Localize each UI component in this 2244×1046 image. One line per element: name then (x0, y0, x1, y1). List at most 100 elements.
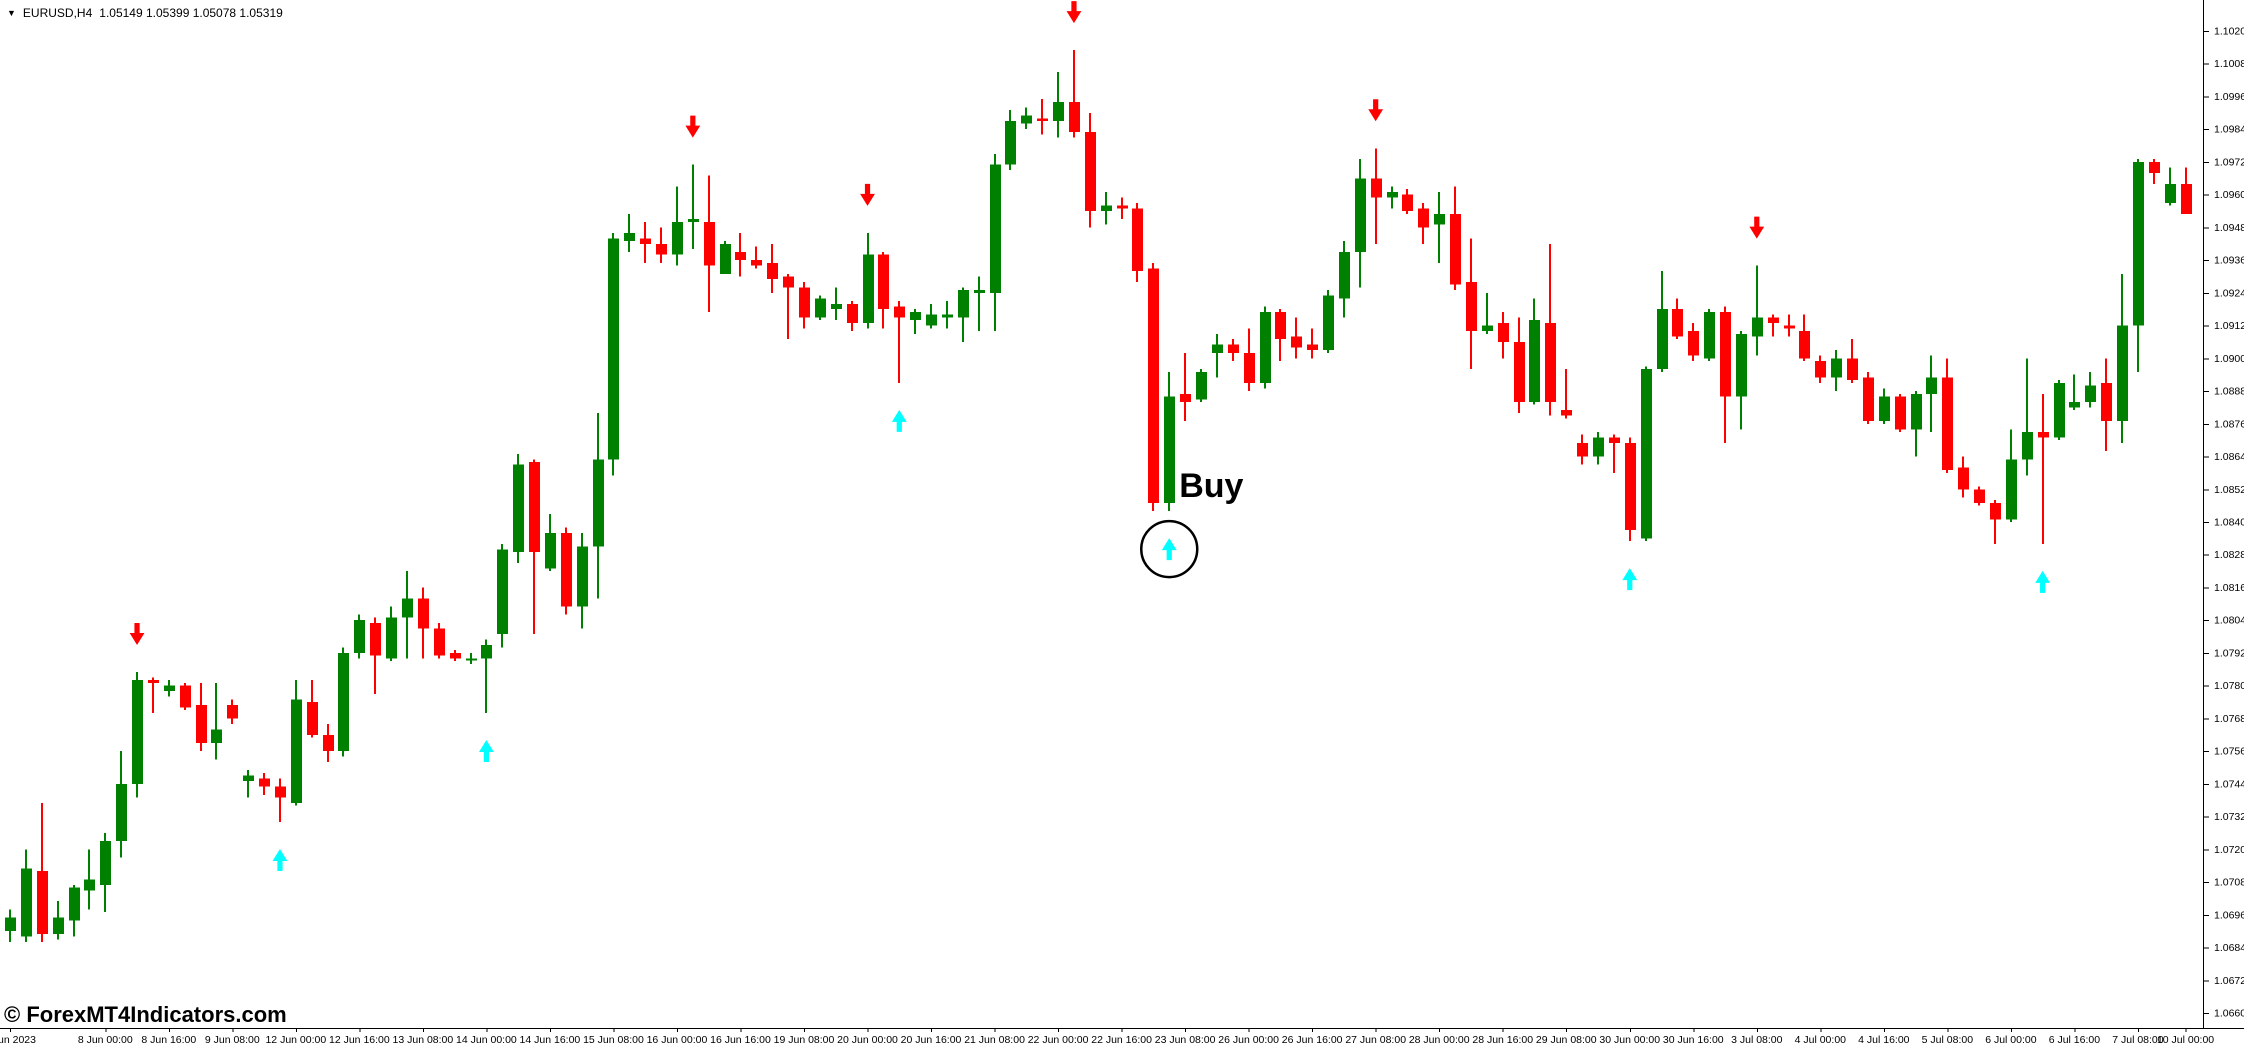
price-tick-label: 1.08160 (2214, 582, 2244, 594)
candle-wick (1756, 265, 1758, 356)
candle-body (227, 704, 238, 719)
price-tick-label: 1.07800 (2214, 680, 2244, 692)
candle-body (831, 303, 842, 310)
candle-body (1768, 317, 1779, 323)
candle-body (2117, 325, 2128, 422)
ohlc-readout: 1.05149 1.05399 1.05078 1.05319 (99, 6, 283, 20)
candle-body (2149, 161, 2160, 173)
candle-body (2085, 385, 2096, 402)
buy-signal-up-arrow-icon (479, 739, 494, 762)
price-tick-label: 1.06600 (2214, 1008, 2244, 1020)
candle-wick (1994, 500, 1996, 544)
candle-body (2006, 459, 2017, 520)
candle-body (450, 652, 461, 659)
candle-wick (485, 639, 487, 713)
candle-body (21, 868, 32, 937)
candle-body (84, 879, 95, 891)
price-tick-label: 1.09120 (2214, 320, 2244, 332)
candle-body (735, 251, 746, 261)
sell-signal-down-arrow-icon (685, 115, 701, 138)
candle-body (1561, 410, 1572, 416)
candle-body (2101, 382, 2112, 422)
candle-wick (1613, 434, 1615, 473)
candle-body (1514, 341, 1525, 402)
price-tick-label: 1.09000 (2214, 353, 2244, 365)
price-tick-label: 1.09240 (2214, 287, 2244, 299)
candle-body (291, 699, 302, 803)
candle-body (1005, 121, 1016, 165)
candle-body (2181, 183, 2192, 214)
candle-body (688, 219, 699, 222)
candle-body (720, 243, 731, 274)
candle-body (1228, 344, 1239, 353)
candle-body (1148, 268, 1159, 503)
candle-body (2165, 183, 2176, 203)
price-tick-label: 1.07200 (2214, 844, 2244, 856)
sell-signal-down-arrow-icon (1749, 216, 1765, 239)
candle-body (1799, 331, 1810, 359)
candle-body (1736, 333, 1747, 397)
candle-wick (978, 276, 980, 332)
candle-wick (1565, 369, 1567, 419)
candle-body (148, 680, 159, 683)
candle-body (1371, 178, 1382, 198)
time-tick-label: 12 Jun 16:00 (329, 1034, 390, 1046)
candle-body (1609, 437, 1620, 443)
candle-body (640, 238, 651, 244)
candle-body (1577, 442, 1588, 457)
candle-body (799, 287, 810, 318)
buy-annotation-label: Buy (1179, 467, 1244, 506)
time-tick-label: 30 Jun 16:00 (1663, 1034, 1724, 1046)
candle-wick (2042, 393, 2044, 544)
price-tick-label: 1.08040 (2214, 615, 2244, 627)
price-tick-label: 1.10200 (2214, 26, 2244, 38)
price-tick-label: 1.07320 (2214, 811, 2244, 823)
candle-body (180, 685, 191, 708)
candle-body (863, 254, 874, 323)
price-tick-label: 1.09960 (2214, 91, 2244, 103)
candle-body (370, 622, 381, 656)
time-tick-label: 16 Jun 00:00 (647, 1034, 708, 1046)
price-tick-label: 1.06960 (2214, 909, 2244, 921)
symbol-dropdown-icon[interactable]: ▼ (7, 8, 16, 18)
time-tick-label: 3 Jul 08:00 (1731, 1034, 1783, 1046)
candle-body (1974, 489, 1985, 503)
candle-body (1990, 502, 2001, 520)
time-tick-label: 4 Jul 16:00 (1858, 1034, 1910, 1046)
time-tick-label: 28 Jun 16:00 (1472, 1034, 1533, 1046)
time-tick-label: 8 Jun 16:00 (141, 1034, 196, 1046)
time-tick-label: 10 Jul 00:00 (2157, 1034, 2214, 1046)
price-tick-label: 1.08760 (2214, 418, 2244, 430)
candle-body (1863, 377, 1874, 422)
price-tick-label: 1.07440 (2214, 778, 2244, 790)
candle-body (1625, 442, 1636, 531)
candle-body (1260, 311, 1271, 383)
price-axis: 1.10200 1.10080 1.09960 1.09840 1.09720 1.096… (2203, 26, 2244, 1020)
time-tick-label: 12 Jun 00:00 (265, 1034, 326, 1046)
candle-wick (152, 677, 154, 713)
candle-wick (1486, 292, 1488, 334)
candle-body (990, 164, 1001, 293)
candle-body (132, 680, 143, 784)
price-tick-label: 1.07680 (2214, 713, 2244, 725)
candle-body (1672, 309, 1683, 337)
candle-body (815, 298, 826, 318)
time-tick-label: 5 Jul 08:00 (1922, 1034, 1974, 1046)
candle-body (1387, 191, 1398, 198)
time-tick-label: 20 Jun 00:00 (837, 1034, 898, 1046)
candle-body (767, 262, 778, 280)
candle-body (1037, 118, 1048, 122)
time-tick-label: 23 Jun 08:00 (1155, 1034, 1216, 1046)
price-tick-label: 1.08640 (2214, 451, 2244, 463)
time-tick-label: 14 Jun 00:00 (456, 1034, 517, 1046)
candle-body (1784, 325, 1795, 329)
candle-wick (755, 246, 757, 269)
time-tick-label: 27 Jun 08:00 (1345, 1034, 1406, 1046)
signal-arrows (129, 1, 2051, 872)
time-tick-label: 30 Jun 00:00 (1599, 1034, 1660, 1046)
candle-body (1085, 131, 1096, 212)
candle-body (1180, 393, 1191, 402)
